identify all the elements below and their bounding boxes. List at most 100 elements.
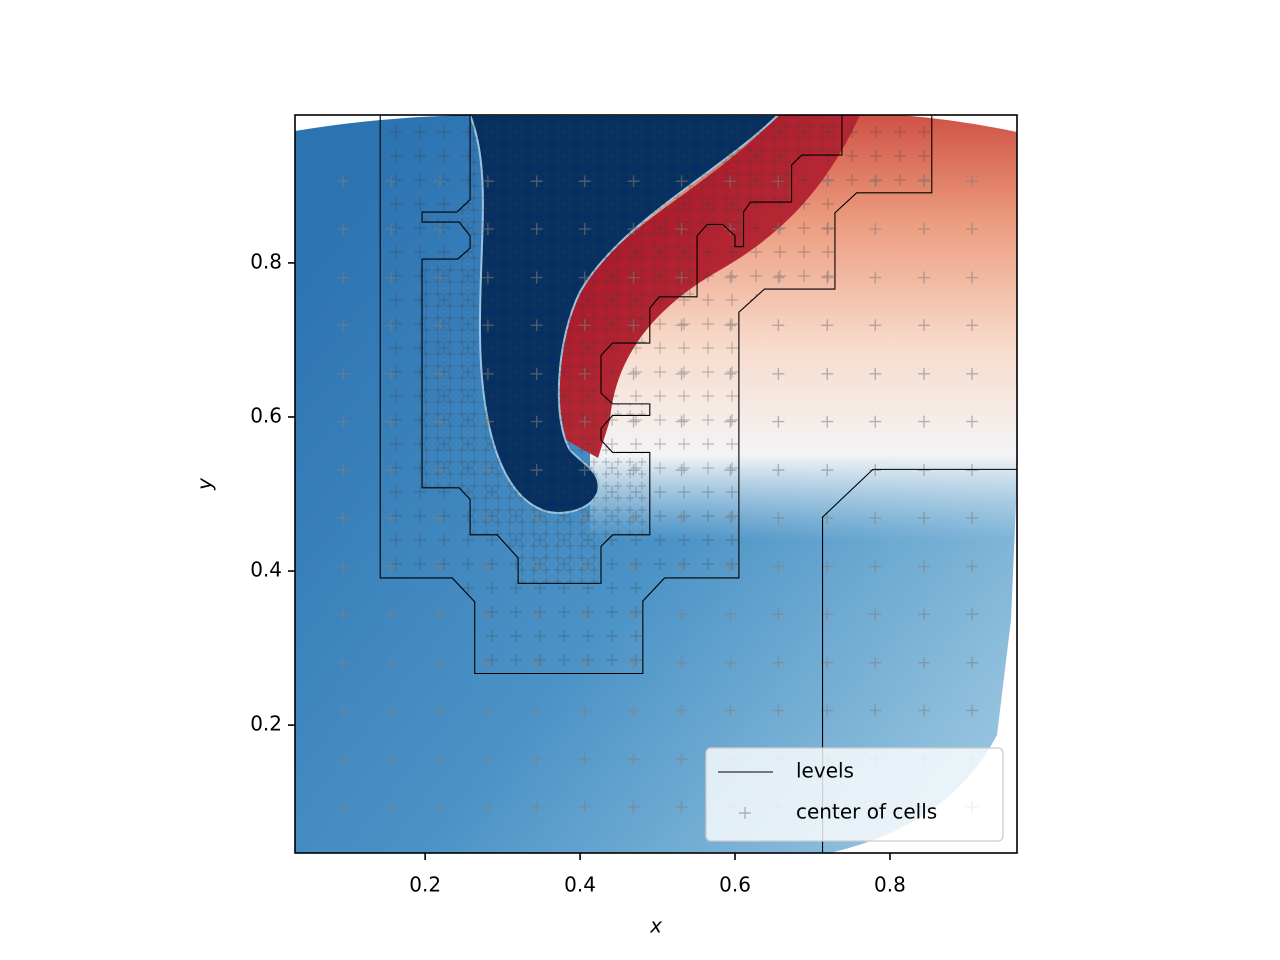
cell-center — [481, 175, 494, 188]
cell-center — [627, 753, 640, 766]
cell-center — [530, 319, 543, 332]
cell-center — [869, 175, 882, 188]
cell-center — [578, 175, 591, 188]
cell-center — [772, 608, 785, 621]
cell-center — [918, 367, 931, 380]
cell-center — [385, 271, 398, 284]
cell-center — [530, 656, 543, 669]
cell-center — [578, 656, 591, 669]
cell-center — [869, 319, 882, 332]
cell-center — [869, 415, 882, 428]
cell-center — [481, 271, 494, 284]
cell-center — [481, 608, 494, 621]
cell-center — [918, 560, 931, 573]
cell-center — [530, 511, 543, 524]
cell-center — [530, 367, 543, 380]
cell-center — [337, 704, 350, 717]
y-tick-label: 0.4 — [250, 558, 282, 582]
cell-center — [530, 223, 543, 236]
cell-center — [772, 656, 785, 669]
cell-center — [869, 608, 882, 621]
legend: levels center of cells — [705, 747, 1004, 842]
cell-center — [433, 560, 446, 573]
cell-center — [385, 415, 398, 428]
cell-center — [530, 800, 543, 813]
cell-center — [966, 511, 979, 524]
cell-center — [481, 800, 494, 813]
cell-center — [821, 464, 834, 477]
cell-center — [578, 800, 591, 813]
cell-center — [772, 415, 785, 428]
cell-center — [821, 415, 834, 428]
cell-center — [821, 223, 834, 236]
cell-center — [337, 560, 350, 573]
cell-center — [724, 367, 737, 380]
cell-center — [337, 415, 350, 428]
cell-center — [627, 415, 640, 428]
cell-center — [675, 704, 688, 717]
cell-center — [772, 223, 785, 236]
cell-center — [385, 223, 398, 236]
cell-center — [530, 271, 543, 284]
cell-center — [385, 464, 398, 477]
cell-center — [433, 271, 446, 284]
field-gap — [295, 115, 470, 131]
cell-center — [918, 608, 931, 621]
cell-center — [821, 319, 834, 332]
refined-cells — [422, 115, 842, 583]
axes-frame — [294, 114, 1018, 854]
cell-center — [918, 271, 931, 284]
cell-center — [627, 511, 640, 524]
cell-center — [627, 319, 640, 332]
cell-center — [966, 704, 979, 717]
marks — [337, 115, 1017, 853]
cell-center — [724, 608, 737, 621]
cell-center — [724, 223, 737, 236]
cell-center — [578, 223, 591, 236]
cell-center — [337, 656, 350, 669]
cell-center — [433, 415, 446, 428]
cell-center — [433, 608, 446, 621]
cell-center — [385, 367, 398, 380]
cell-center — [337, 753, 350, 766]
cell-center — [578, 367, 591, 380]
cell-center — [966, 319, 979, 332]
cell-center — [724, 464, 737, 477]
cell-center — [385, 753, 398, 766]
cell-center — [821, 608, 834, 621]
cell-center — [966, 560, 979, 573]
cell-center — [337, 319, 350, 332]
cell-center — [481, 560, 494, 573]
cell-center — [772, 367, 785, 380]
cell-center — [578, 608, 591, 621]
cell-center — [869, 367, 882, 380]
cell-center — [772, 319, 785, 332]
cell-center — [869, 511, 882, 524]
cell-center — [481, 367, 494, 380]
cell-center — [869, 271, 882, 284]
y-tick-label: 0.6 — [250, 403, 282, 427]
cell-center — [481, 511, 494, 524]
y-axis-label: y — [193, 477, 217, 491]
cell-center — [724, 656, 737, 669]
cell-center — [337, 367, 350, 380]
cell-center — [966, 464, 979, 477]
cell-center — [530, 464, 543, 477]
cell-center — [385, 560, 398, 573]
cell-center — [481, 656, 494, 669]
cell-center — [481, 704, 494, 717]
cell-center — [578, 511, 591, 524]
cell-center — [772, 704, 785, 717]
cell-center — [433, 511, 446, 524]
cell-center — [385, 800, 398, 813]
cell-center — [481, 223, 494, 236]
cell-center — [675, 656, 688, 669]
level-line — [379, 115, 1017, 853]
cell-center — [433, 656, 446, 669]
y-tick-label: 0.2 — [250, 712, 282, 736]
cell-center — [385, 656, 398, 669]
cell-center — [578, 560, 591, 573]
cell-center — [821, 704, 834, 717]
